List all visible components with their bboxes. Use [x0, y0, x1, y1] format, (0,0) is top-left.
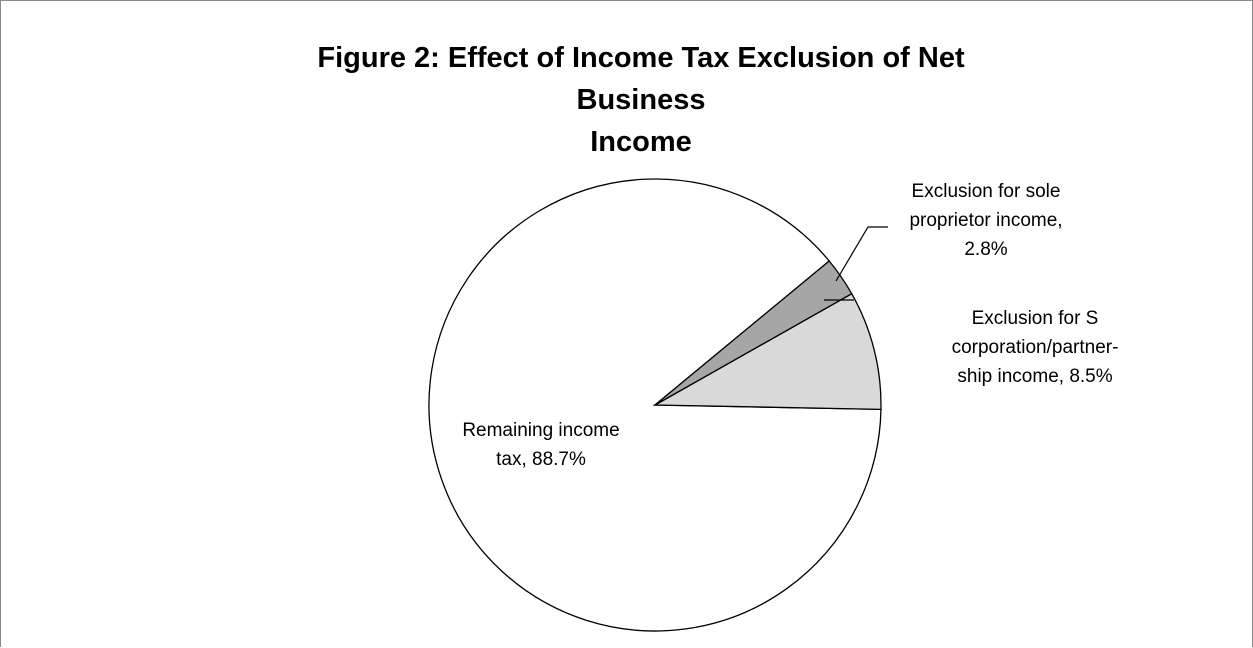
label-s-corporation-partnership-line: ship income, 8.5% — [957, 366, 1112, 387]
chart-title: Figure 2: Effect of Income Tax Exclusion… — [301, 37, 981, 163]
label-remaining-income-tax-line: tax, 88.7% — [496, 449, 586, 470]
label-sole-proprietor-leader-line — [835, 226, 888, 282]
label-s-corporation-partnership-line: Exclusion for S — [972, 308, 1099, 329]
chart-title-line-2: Income — [590, 126, 692, 158]
label-remaining-income-tax: Remaining income tax, 88.7% — [462, 420, 619, 470]
label-sole-proprietor: Exclusion for sole proprietor income, 2.8% — [909, 181, 1062, 260]
chart-title-line-1: Figure 2: Effect of Income Tax Exclusion… — [317, 42, 965, 116]
label-sole-proprietor-line: proprietor income, — [909, 210, 1062, 231]
label-remaining-income-tax-line: Remaining income — [462, 420, 619, 441]
label-s-corporation-partnership: Exclusion for S corporation/partner-ship … — [952, 308, 1119, 387]
slice-sole-proprietor — [654, 260, 853, 406]
label-sole-proprietor-line: 2.8% — [964, 239, 1007, 260]
slice-remaining-income-tax — [428, 178, 882, 632]
slice-s-corporation-partnership — [652, 292, 882, 411]
label-sole-proprietor-line: Exclusion for sole — [912, 181, 1061, 202]
label-s-corporation-partnership-line: corporation/partner- — [952, 337, 1119, 358]
